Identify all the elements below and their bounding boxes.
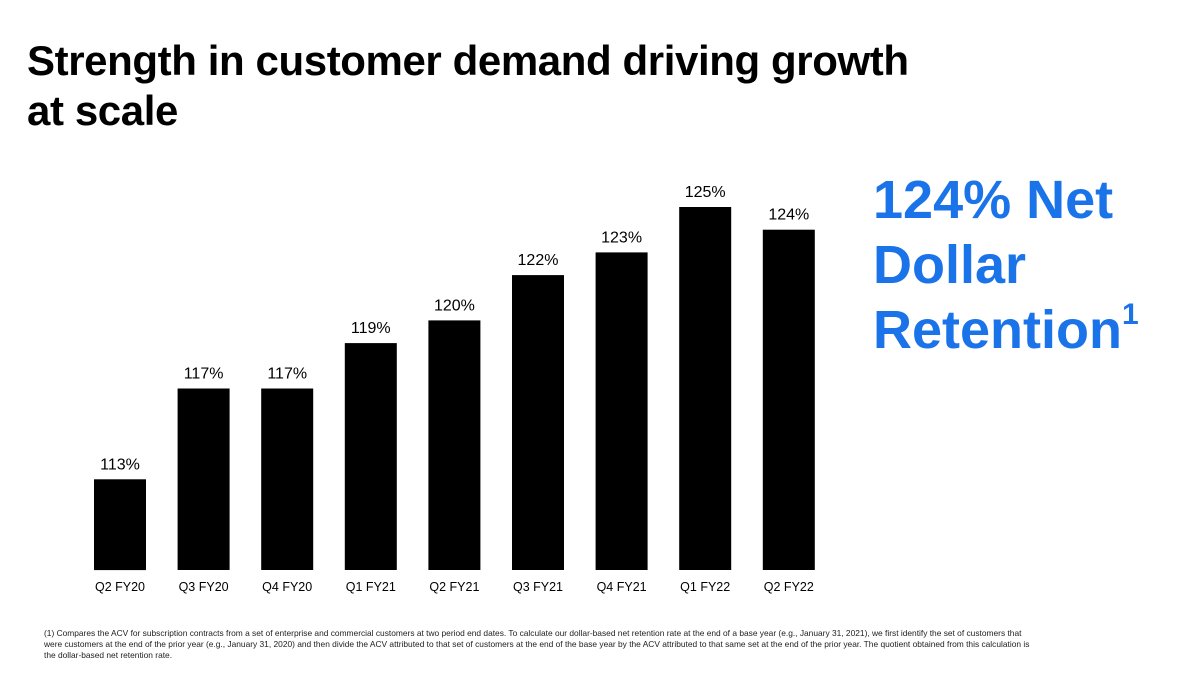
data-label-q2-fy22: 124%	[768, 207, 809, 224]
x-tick-label-q3-fy21: Q3 FY21	[513, 580, 563, 594]
data-label-q2-fy20: 113%	[100, 456, 140, 473]
x-tick-label-q4-fy21: Q4 FY21	[597, 580, 647, 594]
bar-q2-fy21	[428, 320, 481, 570]
bar-q1-fy21	[344, 343, 397, 570]
callout-line-3: Retention1	[873, 298, 1193, 363]
x-tick-label-q2-fy20: Q2 FY20	[95, 580, 145, 594]
footnote-reference: 1	[1122, 298, 1139, 331]
bar-q3-fy21	[512, 275, 564, 570]
x-tick-label-q2-fy21: Q2 FY21	[429, 580, 479, 594]
bar-q4-fy21	[595, 252, 648, 570]
callout-line-3-text: Retention	[873, 300, 1122, 360]
slide-title-line-2: at scale	[27, 87, 178, 134]
x-tick-label-q3-fy20: Q3 FY20	[179, 580, 229, 594]
bar-q1-fy22	[679, 207, 732, 570]
x-tick-label-q1-fy21: Q1 FY21	[346, 580, 396, 594]
x-tick-label-q4-fy20: Q4 FY20	[262, 580, 312, 594]
slide-title: Strength in customer demand driving grow…	[27, 36, 1027, 136]
net-dollar-retention-callout: 124% Net Dollar Retention1	[873, 168, 1193, 363]
bar-q2-fy22	[762, 229, 815, 570]
callout-line-1: 124% Net	[873, 170, 1114, 230]
slide-title-line-1: Strength in customer demand driving grow…	[27, 37, 909, 84]
data-label-q2-fy21: 120%	[434, 297, 475, 314]
bar-q3-fy20	[177, 388, 230, 570]
data-label-q4-fy20: 117%	[267, 366, 307, 383]
data-label-q1-fy22: 125%	[685, 184, 726, 201]
x-tick-label-q1-fy22: Q1 FY22	[680, 580, 730, 594]
bar-q4-fy20	[261, 388, 314, 570]
data-label-q3-fy21: 122%	[518, 252, 559, 269]
data-label-q4-fy21: 123%	[601, 229, 642, 246]
callout-line-2: Dollar	[873, 235, 1027, 295]
bar-q2-fy20	[94, 479, 146, 571]
footnote: (1) Compares the ACV for subscription co…	[44, 628, 1030, 660]
data-label-q3-fy20: 117%	[184, 366, 224, 383]
x-tick-label-q2-fy22: Q2 FY22	[764, 580, 814, 594]
net-dollar-retention-bar-chart: 113% Q2 FY20 117% Q3 FY20 117% Q4 FY20 119% Q1 …	[94, 184, 815, 594]
data-label-q1-fy21: 119%	[351, 320, 391, 337]
